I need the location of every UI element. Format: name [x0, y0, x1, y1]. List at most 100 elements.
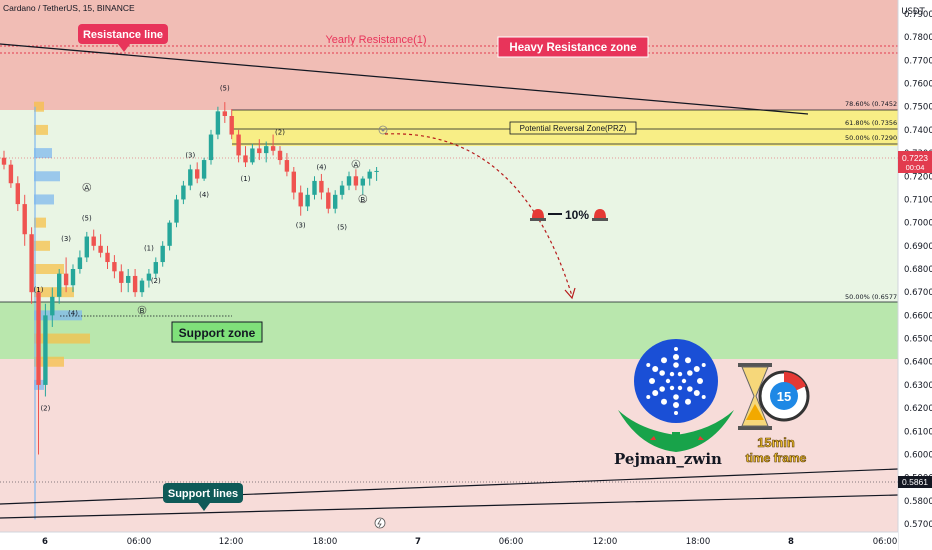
- cardano-dot: [649, 378, 655, 384]
- wave-circle: [358, 194, 368, 204]
- cardano-dots: [646, 347, 706, 415]
- price-tick: 0.6300: [904, 381, 932, 391]
- price-tick: 0.5700: [904, 520, 932, 530]
- candle: [181, 180, 186, 205]
- support-lines-callout[interactable]: Support lines: [163, 483, 243, 511]
- price-tick: 0.7100: [904, 195, 932, 205]
- replay-icon[interactable]: [374, 517, 386, 529]
- candle: [146, 269, 152, 288]
- candle: [291, 167, 296, 200]
- branding: Pejman_zwin 15 15min time frame: [614, 339, 810, 468]
- price-tick: 0.7000: [904, 219, 932, 229]
- cardano-dot: [661, 357, 667, 364]
- candle: [277, 146, 283, 165]
- heavy-resistance-callout[interactable]: Heavy Resistance zone: [497, 36, 649, 58]
- wave-label: (3): [61, 235, 71, 243]
- resistance-trendline[interactable]: [0, 43, 809, 115]
- candle: [119, 264, 124, 293]
- zones: [0, 0, 898, 550]
- clock-icon: 15: [758, 370, 810, 422]
- cardano-dot: [669, 385, 675, 391]
- cardano-dot: [681, 378, 687, 384]
- wave-circle: [351, 159, 361, 169]
- cardano-dot: [674, 347, 678, 351]
- price-tick: 0.6600: [904, 311, 932, 321]
- candle: [333, 190, 338, 214]
- candle: [374, 167, 379, 181]
- candle: [84, 231, 89, 263]
- volume-bar: [34, 124, 48, 135]
- price-tick: 0.6700: [904, 288, 932, 298]
- author-label: Pejman_zwin: [614, 450, 722, 468]
- candle: [264, 141, 269, 163]
- candle: [98, 234, 103, 258]
- candle: [139, 278, 145, 297]
- symbol-title: Cardano / TetherUS, 15, BINANCE: [3, 3, 135, 13]
- candle: [312, 176, 317, 200]
- volume-spine: [34, 106, 36, 520]
- projection-arrow-head: [564, 287, 576, 300]
- price-tick: 0.7800: [904, 33, 932, 43]
- price-tick: 0.6200: [904, 404, 932, 414]
- support-level-badge: 0.5861: [898, 476, 932, 488]
- candle: [298, 185, 303, 216]
- candle: [29, 227, 34, 304]
- heavy-resistance-zone-bg: [0, 0, 898, 110]
- price-tick: 0.6100: [904, 427, 932, 437]
- currency-label: USDT: [901, 7, 925, 17]
- time-axis[interactable]: [0, 532, 898, 550]
- price-axis[interactable]: [898, 0, 932, 550]
- candle: [257, 139, 262, 161]
- prz-callout[interactable]: Potential Reversal Zone(PRZ): [509, 121, 637, 135]
- cardano-dot: [646, 395, 651, 399]
- cardano-dot: [693, 390, 700, 396]
- support-line-upper[interactable]: [0, 468, 899, 505]
- lower-zone-bg: [0, 359, 898, 550]
- wave-label: (4): [316, 163, 326, 171]
- support-zone-callout[interactable]: Support zone: [171, 321, 263, 343]
- candle: [22, 194, 27, 246]
- wave-label: (4): [68, 309, 78, 317]
- volume-bar: [34, 356, 64, 367]
- candle: [250, 143, 255, 165]
- candles: [1, 102, 379, 455]
- cardano-logo: [634, 339, 718, 423]
- yearly-resistance-label: Yearly Resistance(1): [325, 34, 426, 46]
- time-tick: 6: [42, 537, 48, 547]
- cardano-dot: [685, 357, 691, 364]
- wave-label: B: [360, 196, 365, 204]
- time-tick: 06:00: [127, 537, 152, 547]
- candle: [91, 229, 96, 251]
- wave-circle: [82, 182, 92, 192]
- cardano-dot: [677, 371, 683, 377]
- wave-label: (5): [82, 214, 92, 222]
- candle: [339, 180, 345, 200]
- support-line-lower[interactable]: [0, 494, 899, 519]
- wave-label: (5): [337, 224, 347, 232]
- wave-label: (2): [40, 404, 50, 412]
- candle: [160, 241, 165, 267]
- time-ticks: 6 06:00 12:00 18:00 7 06:00 12:00 18:00 8 06:00: [42, 537, 897, 547]
- price-tick: 0.6800: [904, 265, 932, 275]
- prz-marker: [378, 125, 388, 135]
- candle: [243, 146, 248, 167]
- resistance-line-callout[interactable]: Resistance line: [78, 24, 168, 52]
- fib-618-label: 61.80% (0.7356): [845, 119, 900, 127]
- volume-bar: [34, 287, 74, 298]
- cardano-dot: [673, 362, 679, 368]
- candle: [326, 187, 331, 214]
- wave-label: (1): [241, 175, 251, 183]
- candle: [236, 129, 241, 163]
- cardano-dot: [665, 378, 671, 384]
- cardano-dot: [669, 371, 675, 377]
- candle: [229, 109, 234, 140]
- candle: [70, 264, 76, 293]
- time-tick: 18:00: [313, 537, 338, 547]
- price-tick: 0.7400: [904, 126, 932, 136]
- cardano-dot: [674, 411, 678, 415]
- candle: [195, 162, 200, 184]
- wave-label: (2): [275, 129, 285, 137]
- wave-label: (2): [151, 277, 161, 285]
- support-lines-label: Support lines: [168, 488, 238, 500]
